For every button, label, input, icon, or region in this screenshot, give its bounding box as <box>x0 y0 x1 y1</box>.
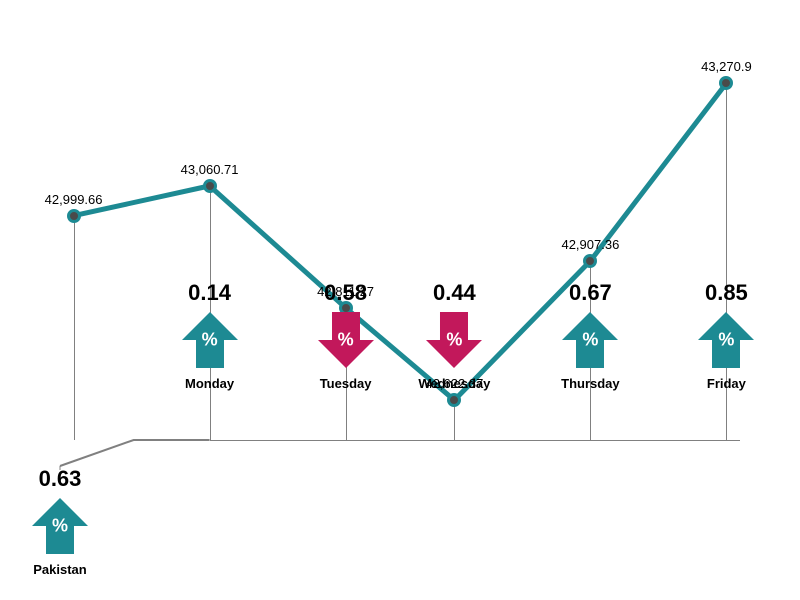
arrow-down-icon: % <box>316 310 376 370</box>
percent-sign: % <box>582 330 598 351</box>
day-group: 0.67% Thursday <box>560 280 620 391</box>
pct-value: 0.85 <box>696 280 756 306</box>
pakistan-arrow: % <box>30 496 90 556</box>
pakistan-label: Pakistan <box>30 562 90 577</box>
percent-sign: % <box>338 330 354 351</box>
day-label: Thursday <box>560 376 620 391</box>
value-label: 43,060.71 <box>181 162 239 177</box>
arrow-up-icon: % <box>560 310 620 370</box>
value-label: 42,999.66 <box>45 192 103 207</box>
day-group: 0.58% Tuesday <box>316 280 376 391</box>
day-label: Friday <box>696 376 756 391</box>
line-series <box>60 20 740 460</box>
data-point <box>67 209 81 223</box>
pct-value: 0.44 <box>418 280 490 306</box>
data-point <box>203 179 217 193</box>
day-group: 0.44% Wednesday <box>418 280 490 391</box>
day-label: Wednesday <box>418 376 490 391</box>
value-label: 42,907.36 <box>561 237 619 252</box>
percent-sign: % <box>202 330 218 351</box>
value-label: 43,270.9 <box>701 59 752 74</box>
data-point <box>447 393 461 407</box>
pct-value: 0.67 <box>560 280 620 306</box>
percent-sign: % <box>718 330 734 351</box>
pakistan-group: 0.63 % Pakistan <box>30 466 90 577</box>
arrow-up-icon: % <box>180 310 240 370</box>
pakistan-pct: 0.63 <box>30 466 90 492</box>
arrow-up-icon: % <box>696 310 756 370</box>
pct-value: 0.14 <box>180 280 240 306</box>
percent-sign: % <box>52 516 68 537</box>
arrow-down-icon: % <box>424 310 484 370</box>
pct-value: 0.58 <box>316 280 376 306</box>
day-group: 0.14% Monday <box>180 280 240 391</box>
percent-sign: % <box>446 330 462 351</box>
data-point <box>719 76 733 90</box>
day-group: 0.85% Friday <box>696 280 756 391</box>
day-label: Tuesday <box>316 376 376 391</box>
day-label: Monday <box>180 376 240 391</box>
chart-area: 42,999.6643,060.7142,811.2742,622.3742,9… <box>60 20 740 460</box>
data-point <box>583 254 597 268</box>
